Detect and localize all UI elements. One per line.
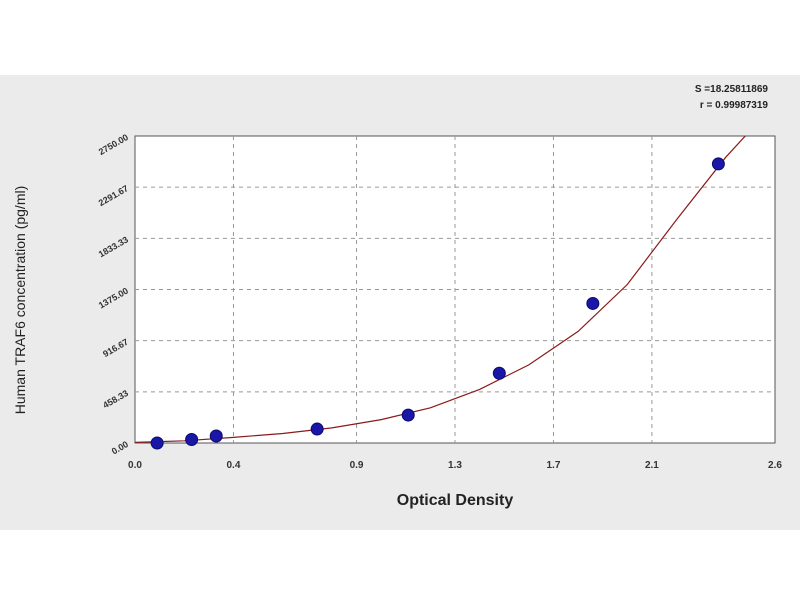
x-tick-label: 0.4: [227, 460, 241, 471]
y-axis-title: Human TRAF6 concentration (pg/ml): [12, 185, 28, 415]
x-tick-label: 0.0: [128, 460, 142, 471]
data-point: [209, 429, 223, 443]
y-tick-label: 2750.00: [97, 132, 130, 157]
s-statistic: S =18.25811869: [694, 84, 768, 95]
x-tick-label: 0.9: [350, 460, 364, 471]
gridlines: [135, 136, 775, 443]
y-tick-label: 2291.67: [97, 183, 130, 208]
x-tick-label: 2.1: [645, 460, 659, 471]
data-points: [150, 157, 725, 450]
data-point: [492, 366, 506, 380]
data-point: [150, 436, 164, 450]
y-tick-label: 1375.00: [97, 286, 130, 311]
y-tick-label: 0.00: [110, 439, 130, 456]
y-tick-label: 1833.33: [97, 234, 130, 259]
data-point: [711, 157, 725, 171]
x-tick-label: 1.3: [448, 460, 462, 471]
x-tick-label: 1.7: [547, 460, 561, 471]
x-axis-title: Optical Density: [396, 492, 514, 509]
y-tick-labels: 0.00 458.33 916.67 1375.00 1833.33 2291.67 275…: [97, 132, 130, 456]
data-point: [185, 433, 199, 447]
y-tick-label: 458.33: [101, 388, 130, 410]
x-tick-label: 2.6: [768, 460, 782, 471]
x-tick-labels: 0.0 0.4 0.9 1.3 1.7 2.1 2.6: [128, 460, 782, 471]
y-tick-label: 916.67: [101, 337, 130, 359]
data-point: [401, 408, 415, 422]
r-statistic: r = 0.99987319: [699, 100, 768, 111]
data-point: [586, 296, 600, 310]
fitted-curve: [135, 136, 747, 443]
fitted-curve-line: [135, 136, 747, 443]
data-point: [310, 422, 324, 436]
